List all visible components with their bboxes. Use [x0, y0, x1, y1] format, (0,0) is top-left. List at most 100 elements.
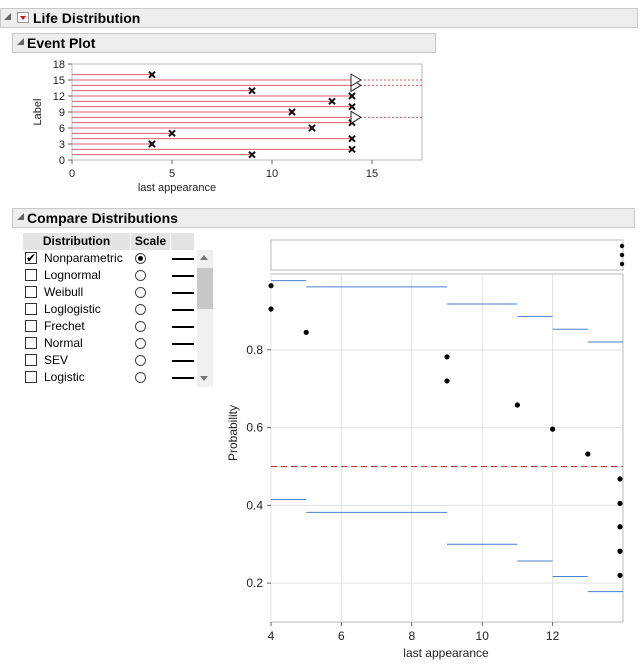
distribution-row: Frechet — [23, 318, 199, 335]
x-tick-label: 15 — [366, 168, 378, 180]
distribution-checkbox[interactable] — [25, 320, 37, 332]
scroll-up-icon[interactable] — [200, 255, 208, 260]
scrollbar-thumb[interactable] — [197, 268, 213, 309]
scale-radio[interactable] — [135, 338, 146, 349]
line-style-swatch[interactable] — [172, 292, 194, 294]
distribution-name: Lognormal — [44, 268, 101, 282]
y-tick-label: 6 — [59, 123, 65, 135]
failure-marker — [348, 134, 356, 143]
distribution-name: Frechet — [44, 319, 85, 333]
line-style-swatch[interactable] — [172, 275, 194, 277]
scale-radio[interactable] — [135, 287, 146, 298]
distribution-name: Weibull — [44, 285, 84, 299]
y-tick-label: 3 — [59, 139, 65, 151]
distribution-checkbox[interactable] — [25, 303, 37, 315]
y-tick-label: 0.8 — [246, 343, 263, 357]
distribution-checkbox[interactable] — [25, 354, 37, 366]
distribution-row: Logistic — [23, 369, 199, 386]
top-strip-point — [619, 243, 625, 249]
distribution-checkbox[interactable] — [25, 269, 37, 281]
y-tick-label: 18 — [53, 59, 65, 71]
censored-marker — [350, 110, 362, 125]
failure-marker — [148, 140, 156, 148]
distribution-row: SEV — [23, 352, 199, 369]
failure-marker — [348, 92, 356, 100]
distribution-row: Normal — [23, 335, 199, 352]
distribution-row: ✔ Nonparametric — [23, 250, 199, 267]
scale-radio[interactable] — [135, 253, 146, 264]
distribution-row: Loglogistic — [23, 301, 199, 318]
distribution-name: SEV — [44, 353, 69, 367]
censored-marker — [350, 73, 362, 87]
y-tick-label: 0.2 — [246, 576, 263, 590]
distribution-checkbox[interactable] — [25, 371, 37, 383]
top-strip-point — [619, 252, 625, 258]
line-style-swatch[interactable] — [172, 258, 194, 260]
collapse-triangle-icon[interactable] — [17, 213, 24, 220]
compare-distributions-header[interactable]: Compare Distributions — [12, 208, 635, 228]
failure-marker — [248, 150, 256, 159]
failure-marker — [348, 102, 356, 111]
y-tick-label: 12 — [53, 91, 65, 103]
failure-marker — [288, 108, 296, 116]
x-tick-label: 5 — [169, 168, 175, 180]
probability-point — [303, 329, 309, 335]
failure-marker — [148, 70, 156, 79]
distribution-name: Loglogistic — [44, 302, 101, 316]
scale-radio[interactable] — [135, 372, 146, 383]
probability-point — [268, 306, 274, 312]
distribution-row: Weibull — [23, 284, 199, 301]
y-tick-label: 0.6 — [246, 421, 263, 435]
life-distribution-header[interactable]: Life Distribution — [0, 8, 638, 28]
x-axis-label: last appearance — [403, 646, 489, 660]
plot-frame — [270, 273, 624, 623]
x-tick-label: 12 — [546, 629, 560, 643]
y-tick-label: 15 — [53, 75, 65, 87]
probability-plot: 0.2 0.4 0.6 0.8 4 6 8 10 12 last appearance Probab… — [226, 239, 625, 660]
probability-point — [550, 426, 556, 432]
y-tick-label: 0.4 — [246, 498, 263, 512]
scale-radio[interactable] — [135, 270, 146, 281]
failure-marker — [168, 129, 176, 138]
scroll-down-icon[interactable] — [200, 376, 208, 381]
line-style-swatch[interactable] — [172, 309, 194, 311]
x-axis-label: last appearance — [138, 182, 216, 194]
line-style-swatch[interactable] — [172, 377, 194, 379]
probability-point — [268, 283, 274, 289]
y-tick-label: 0 — [59, 155, 65, 167]
event-plot-title: Event Plot — [27, 35, 96, 51]
line-style-swatch[interactable] — [172, 360, 194, 362]
distribution-row: Lognormal — [23, 267, 199, 284]
column-header-distribution: Distribution — [23, 233, 131, 250]
probability-point — [617, 524, 623, 530]
event-plot-header[interactable]: Event Plot — [12, 33, 436, 53]
x-tick-label: 6 — [338, 629, 345, 643]
scale-radio[interactable] — [135, 304, 146, 315]
distribution-checkbox[interactable]: ✔ — [25, 251, 37, 265]
probability-point — [444, 354, 450, 360]
collapse-triangle-icon[interactable] — [17, 38, 24, 45]
failure-marker — [348, 145, 356, 154]
failure-marker — [308, 124, 316, 132]
probability-point — [444, 378, 450, 384]
scale-radio[interactable] — [135, 355, 146, 366]
distribution-name: Logistic — [44, 370, 85, 384]
y-tick-label: 9 — [59, 107, 65, 119]
event-plot-chart: 0 3 6 9 12 15 18 0 5 10 15 last appearance Label — [32, 59, 423, 194]
compare-distributions-title: Compare Distributions — [27, 210, 178, 226]
probability-point — [617, 500, 623, 507]
column-header-scale: Scale — [131, 233, 171, 250]
line-style-swatch[interactable] — [172, 343, 194, 345]
x-tick-label: 10 — [476, 629, 490, 643]
probability-point — [617, 572, 623, 578]
line-style-swatch[interactable] — [172, 326, 194, 328]
top-strip-frame — [270, 239, 624, 271]
distribution-checkbox[interactable] — [25, 337, 37, 349]
x-tick-label: 0 — [69, 168, 75, 180]
red-triangle-menu-icon[interactable] — [17, 12, 29, 23]
probability-point — [585, 451, 591, 457]
collapse-triangle-icon[interactable] — [4, 13, 11, 20]
scale-radio[interactable] — [135, 321, 146, 332]
distribution-checkbox[interactable] — [25, 286, 37, 298]
failure-marker — [248, 86, 256, 95]
